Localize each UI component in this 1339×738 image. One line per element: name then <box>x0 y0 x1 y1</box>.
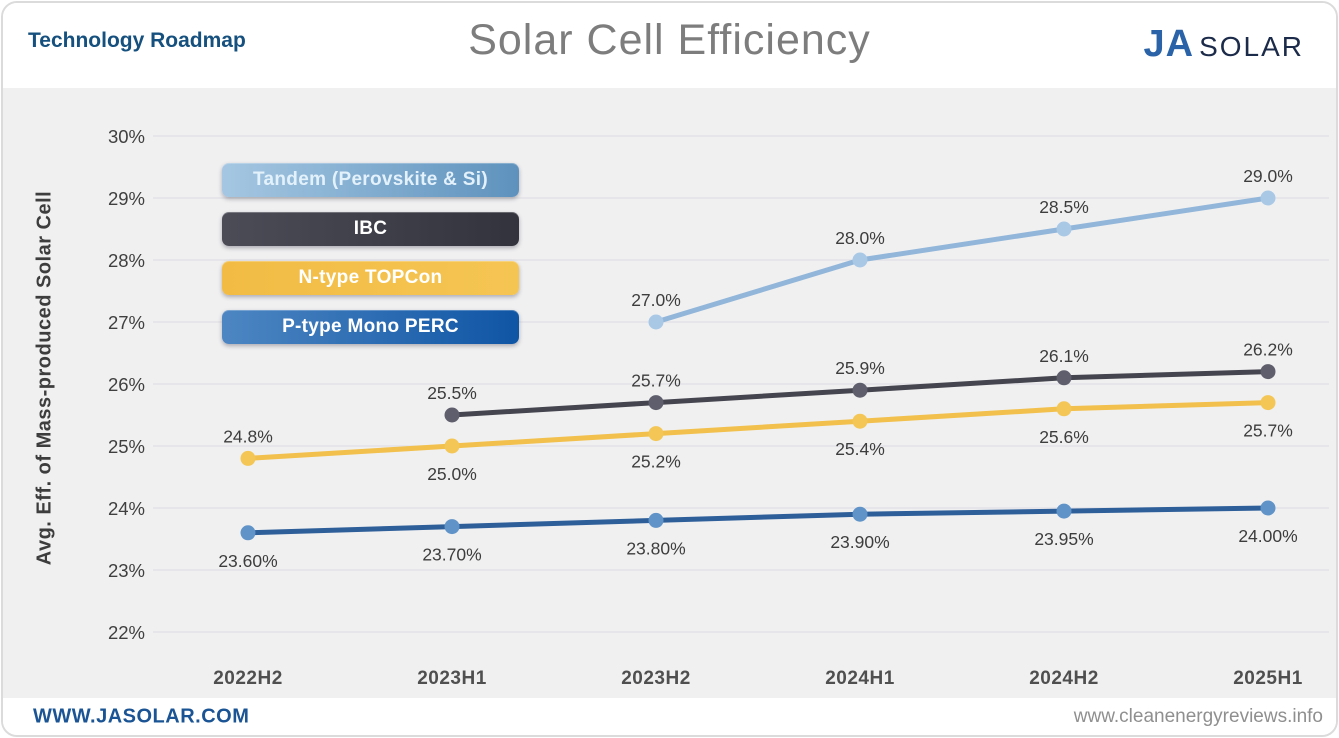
svg-text:28%: 28% <box>108 250 145 271</box>
svg-text:2025H1: 2025H1 <box>1233 668 1303 689</box>
svg-text:24.00%: 24.00% <box>1238 526 1297 546</box>
svg-text:25.5%: 25.5% <box>427 383 477 403</box>
legend-item-tandem: Tandem (Perovskite & Si) <box>222 163 519 197</box>
header: Technology Roadmap Solar Cell Efficiency… <box>3 3 1336 88</box>
svg-text:25.7%: 25.7% <box>631 371 681 391</box>
legend-item-perc: P-type Mono PERC <box>222 310 519 344</box>
svg-text:27%: 27% <box>108 312 145 333</box>
svg-text:29%: 29% <box>108 188 145 209</box>
svg-text:2024H1: 2024H1 <box>825 668 895 689</box>
chart-area: 30% 29% 28% 27% 26% 25% 24% 23% 22% 2022H2 2023H1 2… <box>3 88 1336 698</box>
svg-text:26%: 26% <box>108 374 145 395</box>
svg-text:25.6%: 25.6% <box>1039 427 1089 447</box>
svg-text:23%: 23% <box>108 560 145 581</box>
series-ibc: 25.5% 25.7% 25.9% 26.1% 26.2% <box>427 340 1293 423</box>
svg-text:27.0%: 27.0% <box>631 290 681 310</box>
svg-text:23.80%: 23.80% <box>626 538 685 558</box>
y-tick-labels: 30% 29% 28% 27% 26% 25% 24% 23% 22% <box>108 126 145 643</box>
series-p-type-mono-perc: 23.60% 23.70% 23.80% 23.90% 23.95% 24.00% <box>218 500 1298 571</box>
technology-roadmap-label: Technology Roadmap <box>28 29 246 52</box>
legend-item-ibc: IBC <box>222 212 519 246</box>
legend-item-topcon: N-type TOPCon <box>222 261 519 295</box>
logo-ja-text: JA <box>1143 23 1195 65</box>
y-axis-title: Avg. Eff. of Mass-produced Solar Cell <box>33 190 56 566</box>
svg-text:23.60%: 23.60% <box>218 551 277 571</box>
svg-text:25.0%: 25.0% <box>427 464 477 484</box>
x-axis-labels: 2022H2 2023H1 2023H2 2024H1 2024H2 2025H1 <box>213 668 1303 689</box>
svg-text:25.2%: 25.2% <box>631 452 681 472</box>
svg-text:24%: 24% <box>108 498 145 519</box>
logo-solar-text: SOLAR <box>1199 31 1304 62</box>
svg-text:2023H1: 2023H1 <box>417 668 487 689</box>
svg-text:26.2%: 26.2% <box>1243 340 1293 360</box>
series-tandem-perovskite-si: 27.0% 28.0% 28.5% 29.0% <box>631 166 1293 330</box>
svg-text:25%: 25% <box>108 436 145 457</box>
svg-text:28.0%: 28.0% <box>835 228 885 248</box>
svg-text:2022H2: 2022H2 <box>213 668 283 689</box>
chart-plot: 30%29%28%27%26%25%24%23%22%2022H2 2023H1 2… <box>108 126 1329 689</box>
svg-text:23.70%: 23.70% <box>422 545 481 565</box>
jasolar-link[interactable]: WWW.JASOLAR.COM <box>33 705 250 727</box>
series-n-type-topcon: 24.8% 25.0% 25.2% 25.4% 25.6% 25.7% <box>223 395 1293 484</box>
svg-text:25.9%: 25.9% <box>835 358 885 378</box>
svg-text:26.1%: 26.1% <box>1039 346 1089 366</box>
svg-text:25.7%: 25.7% <box>1243 421 1293 441</box>
footer: WWW.JASOLAR.COM www.cleanenergyreviews.i… <box>3 698 1336 735</box>
svg-text:30%: 30% <box>108 126 145 147</box>
svg-text:2024H2: 2024H2 <box>1029 668 1099 689</box>
svg-text:24.8%: 24.8% <box>223 426 273 446</box>
svg-text:23.90%: 23.90% <box>830 532 889 552</box>
ja-solar-logo: JA SOLAR <box>1143 23 1304 66</box>
page-title: Solar Cell Efficiency <box>468 16 871 64</box>
svg-text:25.4%: 25.4% <box>835 439 885 459</box>
legend: Tandem (Perovskite & Si) IBC N-type TOPC… <box>222 163 519 344</box>
svg-text:28.5%: 28.5% <box>1039 197 1089 217</box>
svg-text:2023H2: 2023H2 <box>621 668 691 689</box>
svg-text:22%: 22% <box>108 622 145 643</box>
svg-text:29.0%: 29.0% <box>1243 166 1293 186</box>
cleanenergyreviews-link[interactable]: www.cleanenergyreviews.info <box>1073 705 1323 727</box>
svg-text:23.95%: 23.95% <box>1034 529 1093 549</box>
